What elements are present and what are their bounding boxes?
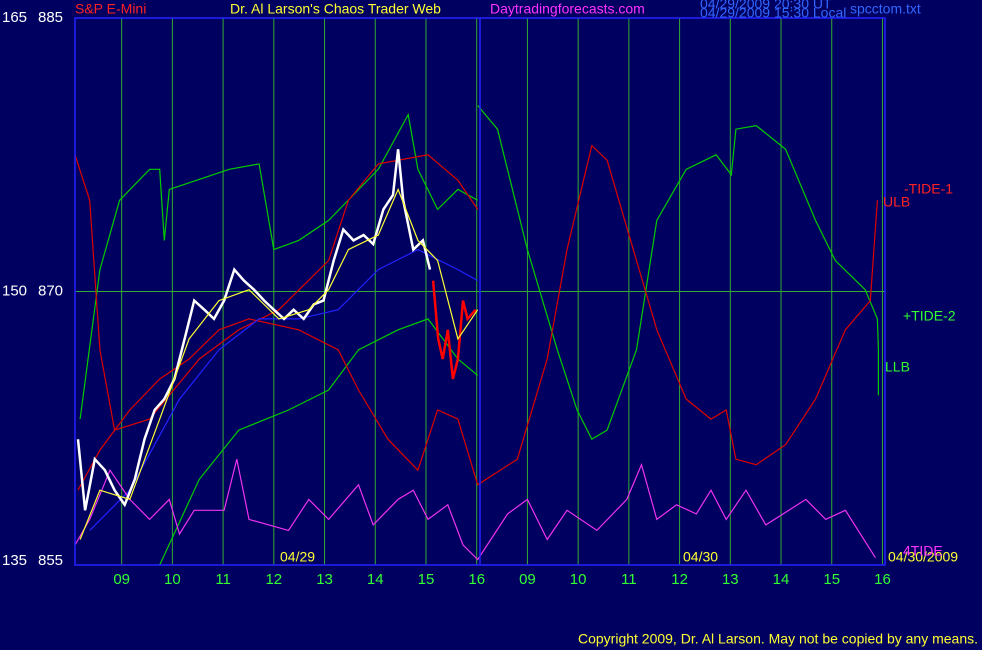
- tide-label: 4TIDE: [903, 543, 943, 559]
- y2-tick-label: 150: [2, 282, 27, 299]
- band-label: ULB: [883, 194, 910, 210]
- series-line: [79, 112, 478, 420]
- instrument: S&P E-Mini: [75, 1, 146, 17]
- y2-tick-label: 165: [2, 9, 27, 26]
- timestamp-local: 04/29/2009 15:30 Local: [700, 5, 846, 21]
- website: Daytradingforecasts.com: [490, 1, 645, 17]
- series-line: [159, 318, 479, 566]
- copyright: Copyright 2009, Dr. Al Larson. May not b…: [578, 631, 978, 647]
- date-label: 04/30: [683, 549, 718, 565]
- x-tick-label: 13: [722, 571, 739, 588]
- tide-label: -TIDE-1: [904, 181, 953, 197]
- tide-label: +TIDE-2: [903, 308, 956, 324]
- date-label: 04/29: [280, 549, 315, 565]
- series-line: [74, 459, 876, 561]
- x-tick-label: 15: [418, 571, 435, 588]
- x-tick-label: 14: [367, 571, 384, 588]
- x-tick-label: 15: [823, 571, 840, 588]
- y-tick-label: 885: [38, 9, 63, 26]
- series-line: [79, 187, 479, 540]
- grid: [75, 17, 885, 566]
- x-tick-label: 11: [621, 571, 637, 588]
- y-tick-label: 855: [38, 552, 63, 569]
- x-tick-label: 14: [773, 571, 790, 588]
- y2-tick-label: 135: [2, 552, 27, 569]
- lines: [74, 105, 879, 566]
- series-line: [76, 149, 432, 511]
- x-tick-label: 10: [570, 571, 587, 588]
- date-label: 04/30/2009: [888, 549, 958, 565]
- series-line: [477, 105, 879, 441]
- series-line: [89, 248, 478, 531]
- band-label: LLB: [885, 359, 910, 375]
- x-tick-label: 13: [316, 571, 333, 588]
- series-line: [431, 280, 477, 380]
- x-tick-label: 12: [671, 571, 688, 588]
- x-tick-label: 09: [519, 571, 536, 588]
- x-tick-label: 11: [215, 571, 231, 588]
- x-tick-label: 16: [468, 571, 485, 588]
- timestamp-ut: 04/29/2009 20:30 UT: [700, 0, 832, 12]
- file-name: spcctom.txt: [850, 1, 921, 17]
- series-line: [77, 144, 878, 491]
- x-tick-label: 09: [113, 571, 130, 588]
- x-tick-label: 10: [164, 571, 181, 588]
- chart-title: Dr. Al Larson's Chaos Trader Web: [230, 1, 441, 17]
- x-tick-label: 12: [265, 571, 282, 588]
- x-tick-label: 16: [874, 571, 891, 588]
- y-tick-label: 870: [38, 282, 63, 299]
